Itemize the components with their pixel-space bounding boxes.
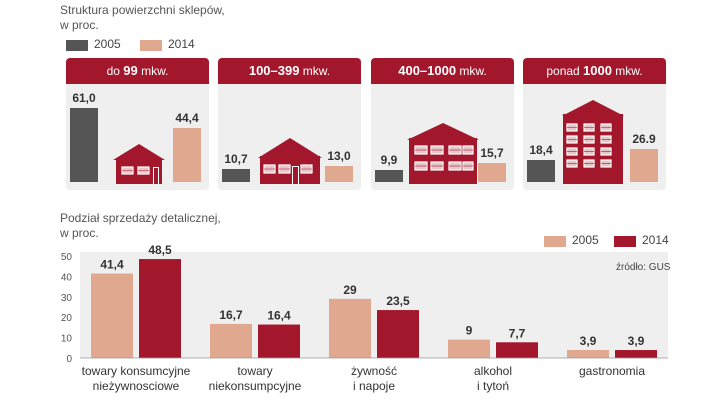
value-label-2014: 3,9 — [628, 334, 645, 348]
medium-shop-icon — [258, 138, 322, 184]
bar-2005 — [329, 298, 371, 358]
bar-2014 — [615, 350, 657, 358]
bar-2014 — [496, 342, 538, 358]
bar-2005 — [210, 323, 252, 358]
category-label-line: towary konsumcyjne — [81, 364, 191, 378]
y-tick-label: 50 — [61, 252, 73, 263]
bottom-legend-label-2005: 2005 — [572, 233, 599, 247]
value-label-2014: 44,4 — [175, 110, 199, 125]
value-label-2014: 26.9 — [632, 132, 656, 147]
category-label: towary konsumcyjne nieżywnosciowe — [76, 364, 196, 394]
category-label-line: i tytoń — [476, 379, 509, 393]
size-panel-header-unit: mkw. — [611, 64, 643, 78]
top-legend-label-2014: 2014 — [168, 37, 195, 51]
bar-2005 — [70, 107, 98, 182]
category-label-line: towary — [237, 364, 273, 378]
category-label: żywność i napoje — [314, 364, 434, 394]
value-label-2005: 16,7 — [219, 308, 243, 322]
bottom-legend-label-2014: 2014 — [642, 233, 669, 247]
size-panel-header-range: 99 — [123, 63, 138, 78]
bottom-legend-swatch-2005 — [544, 236, 566, 247]
category-label-line: niekonsumpcyjne — [208, 379, 302, 393]
small-shop-icon — [113, 144, 165, 184]
value-label-2005: 10,7 — [224, 151, 248, 166]
bar-2014 — [258, 324, 300, 358]
value-label-2014: 16,4 — [267, 309, 291, 323]
bottom-title: Podział sprzedaży detalicznej, w proc. — [60, 211, 221, 241]
top-legend-swatch-2005 — [66, 40, 88, 51]
size-panel-header-unit: mkw. — [137, 64, 169, 78]
top-title: Struktura powierzchni sklepów, w proc. — [60, 3, 225, 33]
bar-2014 — [139, 259, 181, 358]
bottom-title-line1: Podział sprzedaży detalicznej, — [60, 211, 221, 225]
value-label-2014: 7,7 — [509, 326, 526, 340]
big-store-icon — [562, 100, 624, 184]
value-label-2005: 18,4 — [529, 142, 553, 157]
y-tick-label: 10 — [61, 334, 73, 345]
bar-2005 — [567, 350, 609, 358]
value-label-2014: 48,5 — [148, 243, 172, 257]
value-label-2005: 9,9 — [380, 152, 398, 167]
category-label-line: żywność — [350, 364, 397, 378]
size-panel-header: do 99 mkw. — [66, 58, 209, 84]
value-label-2005: 29 — [343, 283, 357, 297]
bar-2014 — [478, 162, 506, 182]
y-tick-label: 0 — [66, 354, 72, 365]
bar-2005 — [222, 168, 250, 182]
bottom-legend-swatch-2014 — [614, 236, 636, 247]
size-panel: 100–399 mkw. 10,7 13,0 — [218, 58, 361, 190]
size-panel-header: 400–1000 mkw. — [371, 58, 514, 84]
bar-2014 — [173, 127, 201, 182]
bottom-title-line2: w proc. — [60, 226, 99, 240]
size-panel-header-range: 100–399 — [248, 63, 300, 78]
top-legend-label-2005: 2005 — [94, 37, 121, 51]
size-panel: do 99 mkw. 61,0 44,4 — [66, 58, 209, 190]
bar-2005 — [91, 273, 133, 358]
value-label-2014: 15,7 — [480, 145, 504, 160]
bar-2005 — [527, 159, 555, 182]
size-panel-header: 100–399 mkw. — [218, 58, 361, 84]
size-panel-header-range: 1000 — [583, 63, 612, 78]
category-label: gastronomia — [552, 364, 672, 379]
bar-2005 — [448, 339, 490, 358]
size-panel: ponad 1000 mkw. 18,4 26.9 — [523, 58, 666, 190]
value-label-2005: 41,4 — [100, 258, 124, 272]
value-label-2005: 9 — [466, 324, 473, 338]
size-panel-header: ponad 1000 mkw. — [523, 58, 666, 84]
value-label-2014: 23,5 — [386, 294, 410, 308]
top-title-line1: Struktura powierzchni sklepów, — [60, 3, 225, 17]
top-legend-swatch-2014 — [140, 40, 162, 51]
large-shop-icon — [407, 123, 479, 184]
category-label-line: gastronomia — [578, 364, 646, 378]
top-title-line2: w proc. — [60, 18, 99, 32]
category-label: towary niekonsumpcyjne — [195, 364, 315, 394]
bar-2005 — [375, 169, 403, 182]
value-label-2005: 3,9 — [580, 334, 597, 348]
size-panel: 400–1000 mkw. 9,9 15,7 — [371, 58, 514, 190]
bar-2014 — [630, 149, 658, 182]
y-tick-label: 20 — [61, 313, 73, 324]
category-label-line: alkohol — [473, 364, 513, 378]
size-panel-header-unit: mkw. — [299, 64, 331, 78]
category-label-line: nieżywnosciowe — [92, 379, 180, 393]
bar-2014 — [377, 310, 419, 358]
source-note: źródło: GUS — [616, 262, 671, 273]
size-panel-header-prefix: do — [106, 64, 124, 78]
bar-2014 — [325, 166, 353, 182]
y-tick-label: 40 — [61, 272, 73, 283]
size-panel-header-unit: mkw. — [456, 64, 487, 78]
value-label-2005: 61,0 — [72, 90, 96, 105]
category-label-line: i napoje — [352, 379, 396, 393]
size-panel-header-range: 400–1000 — [398, 63, 457, 78]
value-label-2014: 13,0 — [327, 149, 351, 164]
y-tick-label: 30 — [61, 293, 73, 304]
size-panel-header-prefix: ponad — [546, 64, 584, 78]
category-label: alkohol i tytoń — [433, 364, 553, 394]
